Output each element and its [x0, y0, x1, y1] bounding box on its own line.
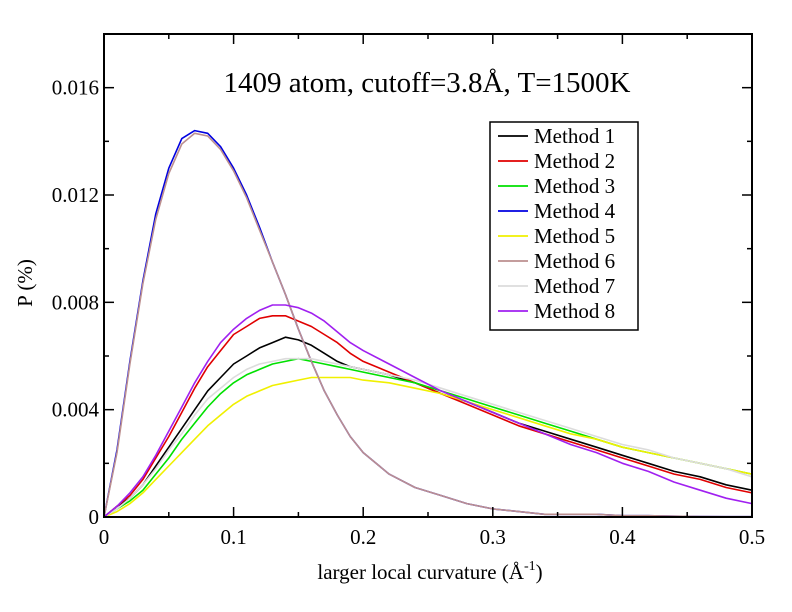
x-axis-title: larger local curvature (Å-1)	[317, 559, 542, 584]
series-line-1	[103, 336, 753, 518]
x-axis-title-close: )	[536, 560, 543, 584]
y-tick-label: 0.012	[52, 183, 99, 207]
series-line-5	[103, 376, 753, 518]
y-tick-label: 0.008	[52, 290, 99, 314]
legend-label-3: Method 3	[534, 174, 615, 198]
x-tick-label: 0.5	[739, 525, 765, 549]
y-axis-title: P (%)	[13, 259, 37, 307]
legend-label-7: Method 7	[534, 274, 615, 298]
y-tick-label: 0.016	[52, 76, 99, 100]
series-line-6	[103, 132, 752, 518]
legend-label-8: Method 8	[534, 299, 615, 323]
y-tick-label: 0	[89, 505, 100, 529]
series-line-8	[103, 304, 753, 518]
x-axis-title-superscript: -1	[524, 559, 536, 574]
legend-label-5: Method 5	[534, 224, 615, 248]
series-layer	[103, 129, 753, 518]
legend-label-6: Method 6	[534, 249, 615, 273]
series-line-7	[103, 357, 753, 518]
y-axis: 0 0.004 0.008 0.012 0.016	[52, 76, 752, 529]
x-tick-label: 0.4	[609, 525, 636, 549]
legend-label-4: Method 4	[534, 199, 616, 223]
x-tick-label: 0.3	[480, 525, 506, 549]
legend-box	[489, 121, 639, 331]
legend-label-2: Method 2	[534, 149, 615, 173]
legend-label-1: Method 1	[534, 124, 615, 148]
y-tick-label: 0.004	[52, 398, 100, 422]
x-tick-label: 0	[99, 525, 110, 549]
x-axis: 0 0.1 0.2 0.3 0.4 0.5	[99, 34, 765, 549]
chart-title: 1409 atom, cutoff=3.8Å, T=1500K	[224, 67, 631, 99]
series-line-2	[103, 314, 753, 518]
x-axis-title-main: larger local curvature (Å	[317, 560, 524, 584]
x-tick-label: 0.2	[350, 525, 376, 549]
x-tick-label: 0.1	[220, 525, 246, 549]
